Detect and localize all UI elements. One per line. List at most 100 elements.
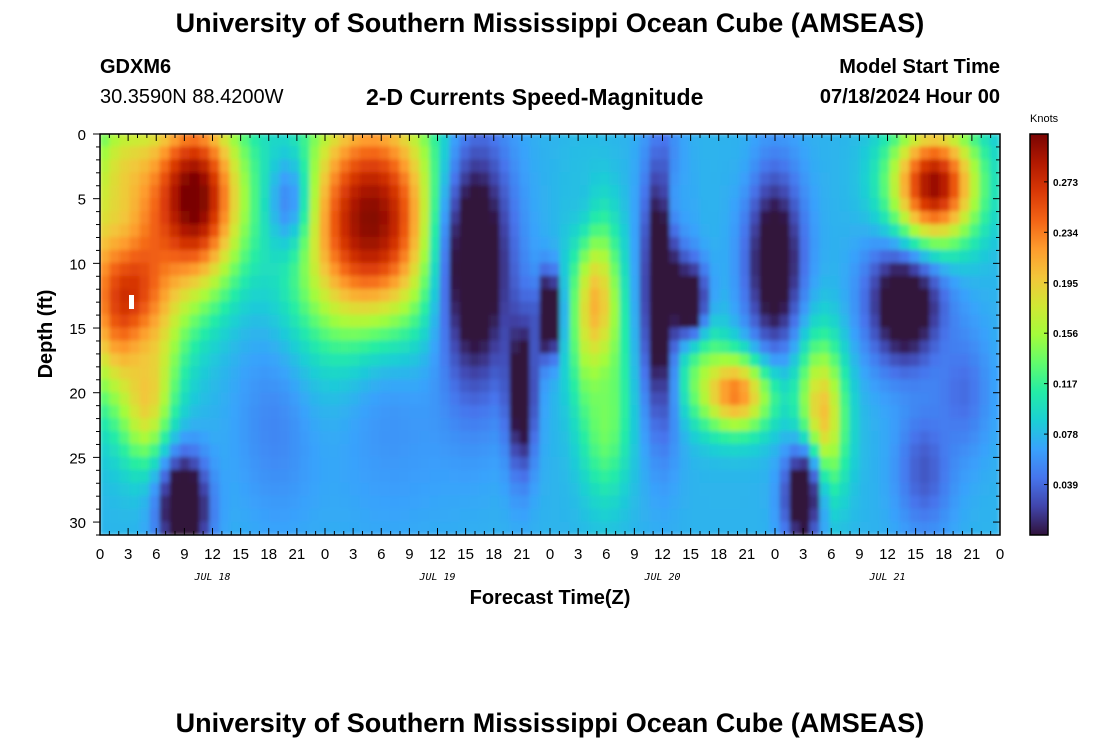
heatmap-cell	[129, 314, 141, 329]
heatmap-cell	[279, 418, 291, 433]
heatmap-cell	[579, 301, 591, 316]
heatmap-cell	[100, 353, 111, 368]
heatmap-cell	[749, 340, 761, 355]
heatmap-cell	[919, 379, 931, 394]
heatmap-cell	[169, 301, 181, 316]
heatmap-cell	[339, 275, 351, 290]
heatmap-cell	[389, 379, 401, 394]
heatmap-cell	[689, 314, 701, 329]
heatmap-cell	[279, 405, 291, 420]
heatmap-cell	[869, 469, 881, 484]
heatmap-cell	[479, 224, 491, 238]
heatmap-cell	[179, 366, 191, 381]
heatmap-cell	[479, 301, 491, 316]
heatmap-cell	[939, 495, 951, 510]
heatmap-cell	[289, 172, 301, 187]
heatmap-cell	[679, 456, 691, 471]
heatmap-cell	[349, 327, 361, 342]
heatmap-cell	[589, 301, 601, 316]
heatmap-cell	[179, 379, 191, 394]
heatmap-cell	[139, 379, 151, 394]
heatmap-cell	[299, 327, 311, 342]
heatmap-cell	[100, 469, 111, 484]
heatmap-cell	[289, 314, 301, 329]
heatmap-cell	[109, 508, 121, 523]
heatmap-cell	[539, 392, 551, 407]
heatmap-cell	[379, 236, 391, 251]
heatmap-cell	[359, 262, 371, 277]
heatmap-cell	[659, 314, 671, 329]
heatmap-cell	[389, 392, 401, 407]
heatmap-cell	[289, 418, 301, 433]
heatmap-cell	[589, 327, 601, 342]
heatmap-cell	[759, 185, 771, 200]
heatmap-cell	[359, 172, 371, 187]
heatmap-cell	[349, 418, 361, 433]
heatmap-cell	[319, 288, 331, 303]
heatmap-cell	[579, 275, 591, 290]
heatmap-cell	[639, 431, 651, 445]
heatmap-cell	[399, 224, 411, 238]
heatmap-cell	[719, 495, 731, 510]
heatmap-cell	[919, 392, 931, 407]
heatmap-cell	[179, 172, 191, 187]
heatmap-cell	[879, 185, 891, 200]
heatmap-cell	[619, 211, 631, 226]
heatmap-cell	[749, 146, 761, 161]
heatmap-cell	[259, 379, 271, 394]
heatmap-cell	[839, 379, 851, 394]
heatmap-cell	[369, 392, 381, 407]
heatmap-cell	[279, 340, 291, 355]
heatmap-cell	[799, 431, 811, 445]
heatmap-cell	[709, 431, 721, 445]
heatmap-cell	[549, 508, 561, 523]
heatmap-cell	[629, 314, 641, 329]
heatmap-cell	[819, 159, 831, 174]
heatmap-cell	[499, 275, 511, 290]
heatmap-cell	[639, 224, 651, 238]
heatmap-cell	[569, 469, 581, 484]
heatmap-cell	[539, 236, 551, 251]
heatmap-cell	[929, 469, 941, 484]
heatmap-cell	[439, 443, 451, 458]
heatmap-cell	[559, 198, 571, 213]
heatmap-cell	[959, 340, 971, 355]
x-tick-label: 18	[935, 546, 952, 563]
heatmap-cell	[989, 392, 1000, 407]
heatmap-cell	[559, 508, 571, 523]
heatmap-cell	[229, 366, 241, 381]
heatmap-cell	[139, 482, 151, 497]
heatmap-cell	[459, 172, 471, 187]
heatmap-cell	[829, 418, 841, 433]
heatmap-cell	[609, 275, 621, 290]
heatmap-cell	[389, 288, 401, 303]
heatmap-cell	[839, 495, 851, 510]
heatmap-cell	[579, 185, 591, 200]
heatmap-cell	[559, 482, 571, 497]
heatmap-cell	[119, 392, 131, 407]
heatmap-cell	[659, 211, 671, 226]
heatmap-cell	[909, 443, 921, 458]
heatmap-cell	[669, 185, 681, 200]
heatmap-cell	[689, 508, 701, 523]
heatmap-cell	[629, 288, 641, 303]
heatmap-cell	[349, 159, 361, 174]
heatmap-cell	[499, 327, 511, 342]
heatmap-cell	[539, 134, 551, 148]
heatmap-cell	[969, 379, 981, 394]
heatmap-cell	[599, 366, 611, 381]
heatmap-cell	[119, 249, 131, 264]
heatmap-cell	[599, 405, 611, 420]
heatmap-cell	[829, 431, 841, 445]
heatmap-cell	[219, 353, 231, 368]
heatmap-cell	[679, 443, 691, 458]
heatmap-cell	[539, 146, 551, 161]
heatmap-cell	[539, 379, 551, 394]
heatmap-cell	[249, 262, 261, 277]
heatmap-cell	[929, 211, 941, 226]
heatmap-cell	[689, 521, 701, 535]
heatmap-cell	[219, 236, 231, 251]
heatmap-cell	[549, 211, 561, 226]
heatmap-cell	[879, 431, 891, 445]
heatmap-cell	[759, 379, 771, 394]
